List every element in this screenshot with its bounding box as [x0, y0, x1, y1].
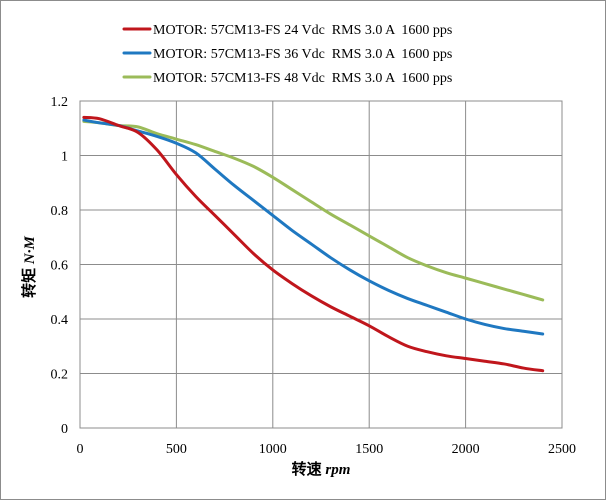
legend-item-1: MOTOR: 57CM13-FS 36 Vdc RMS 3.0 A 1600 p… [122, 47, 452, 62]
y-tick-label: 1 [61, 150, 68, 165]
legend-label-1: MOTOR: 57CM13-FS 36 Vdc RMS 3.0 A 1600 p… [153, 47, 452, 62]
series-line-2 [82, 119, 545, 302]
y-axis-ticks: 0 0.2 0.4 0.6 0.8 1 1.2 [51, 95, 69, 437]
legend-label-0: MOTOR: 57CM13-FS 24 Vdc RMS 3.0 A 1600 p… [153, 23, 452, 38]
legend-item-0: MOTOR: 57CM13-FS 24 Vdc RMS 3.0 A 1600 p… [122, 23, 452, 38]
y-axis-title-unit: N·M [22, 235, 38, 265]
x-axis-title-prefix: 转速 [292, 460, 326, 478]
x-tick-label: 1000 [259, 442, 287, 457]
x-axis-title: 转速 rpm [292, 460, 351, 478]
x-tick-label: 1500 [355, 442, 383, 457]
y-tick-label: 0.4 [51, 313, 69, 328]
plot-area [79, 100, 563, 429]
series-lines [82, 115, 545, 373]
x-tick-label: 2500 [548, 442, 576, 457]
y-tick-label: 0.8 [51, 204, 69, 219]
legend: MOTOR: 57CM13-FS 24 Vdc RMS 3.0 A 1600 p… [122, 23, 452, 86]
y-axis-title-prefix: 转矩 [20, 264, 38, 298]
series-line-1 [82, 118, 545, 336]
x-axis-title-unit: rpm [325, 462, 350, 478]
x-tick-label: 2000 [452, 442, 480, 457]
x-tick-label: 0 [77, 442, 84, 457]
x-axis-ticks: 0 500 1000 1500 2000 2500 [77, 442, 577, 457]
y-tick-label: 0.2 [51, 368, 69, 383]
legend-label-2: MOTOR: 57CM13-FS 48 Vdc RMS 3.0 A 1600 p… [153, 71, 452, 86]
y-tick-label: 1.2 [51, 95, 69, 110]
plot-border [79, 100, 563, 429]
gridlines [79, 100, 563, 429]
y-tick-label: 0.6 [51, 259, 69, 274]
legend-item-2: MOTOR: 57CM13-FS 48 Vdc RMS 3.0 A 1600 p… [122, 71, 452, 86]
y-tick-label: 0 [61, 422, 68, 437]
x-tick-label: 500 [166, 442, 187, 457]
y-axis-title: 转矩 N·M [20, 235, 38, 297]
series-line-0 [82, 115, 545, 373]
